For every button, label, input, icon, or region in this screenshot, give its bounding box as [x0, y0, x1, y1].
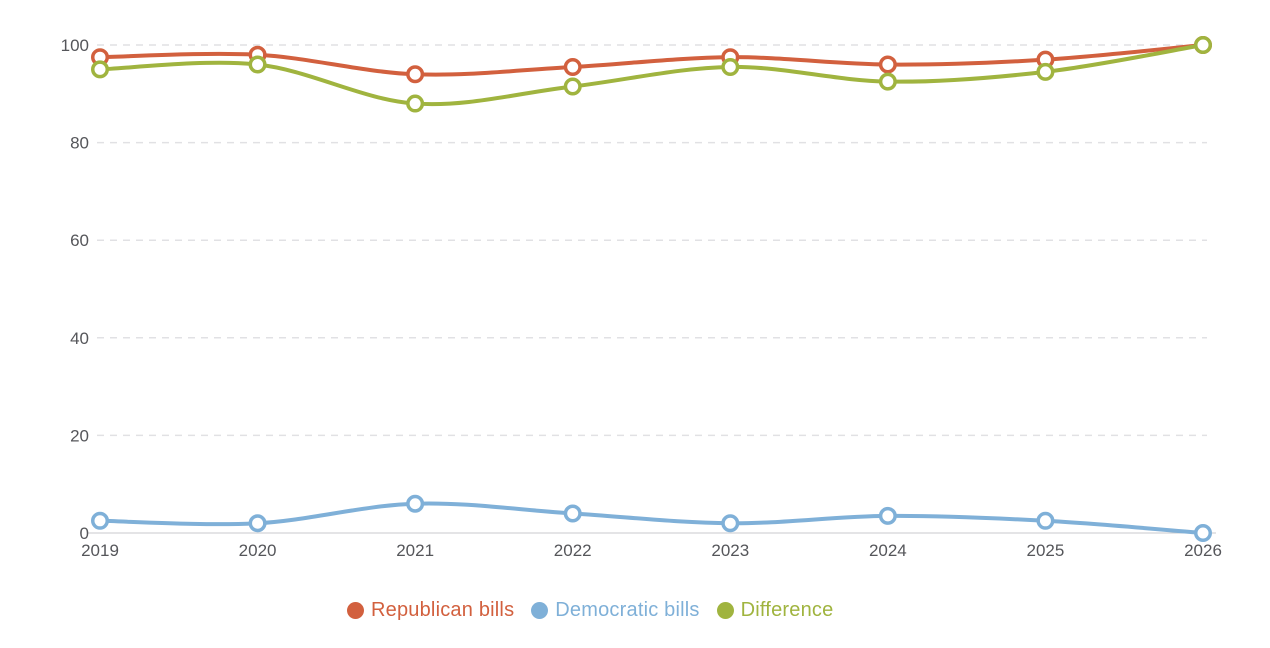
legend-dot-difference-icon — [716, 601, 734, 619]
y-tick-label-20: 20 — [70, 426, 89, 445]
data-point-democratic-bills-2026[interactable] — [1194, 524, 1212, 542]
line-chart-canvas: 0 20 40 60 80 100 2019 2020 2021 2022 2023 2024 2025… — [61, 36, 1222, 560]
legend-item-difference[interactable]: Difference — [716, 599, 834, 621]
data-point-difference-2020[interactable] — [248, 55, 267, 74]
series-line-democratic-bills — [98, 501, 1205, 535]
data-point-difference-2019[interactable] — [91, 60, 109, 79]
data-point-democratic-bills-2024[interactable] — [878, 506, 897, 525]
y-tick-label-80: 80 — [70, 134, 89, 153]
data-point-difference-2025[interactable] — [1036, 62, 1055, 81]
data-point-republican-bills-2021[interactable] — [406, 65, 425, 84]
legend-dot-democratic-bills-icon — [531, 601, 549, 619]
x-tick-label-2024: 2024 — [869, 541, 907, 560]
y-tick-label-40: 40 — [70, 329, 89, 348]
data-point-democratic-bills-2022[interactable] — [563, 504, 582, 523]
chart-legend: Republican bills Democratic bills Differ… — [347, 600, 833, 620]
series-line-republican-bills — [98, 43, 1205, 77]
data-point-difference-2026[interactable] — [1194, 36, 1212, 54]
x-tick-label-2025: 2025 — [1027, 541, 1065, 560]
x-tick-label-2021: 2021 — [396, 541, 434, 560]
x-tick-label-2020: 2020 — [239, 541, 277, 560]
data-point-democratic-bills-2021[interactable] — [406, 494, 425, 513]
data-point-democratic-bills-2020[interactable] — [248, 514, 267, 533]
data-point-republican-bills-2022[interactable] — [563, 57, 582, 76]
y-tick-label-0: 0 — [80, 524, 89, 543]
data-point-democratic-bills-2019[interactable] — [91, 511, 109, 530]
legend-label-republican-bills: Republican bills — [371, 599, 515, 621]
x-tick-label-2022: 2022 — [554, 541, 592, 560]
x-tick-label-2019: 2019 — [81, 541, 119, 560]
legend-dot-republican-bills-icon — [347, 601, 364, 619]
legend-item-republican-bills[interactable]: Republican bills — [347, 600, 514, 620]
legend-label-difference: Difference — [740, 599, 834, 621]
data-point-difference-2021[interactable] — [406, 94, 425, 113]
legend-item-democratic-bills[interactable]: Democratic bills — [531, 600, 699, 620]
x-tick-label-2023: 2023 — [711, 541, 749, 560]
y-tick-label-100: 100 — [61, 36, 89, 55]
legend-label-democratic-bills: Democratic bills — [555, 599, 700, 621]
data-point-difference-2024[interactable] — [878, 72, 897, 91]
data-point-republican-bills-2024[interactable] — [878, 55, 897, 74]
data-point-difference-2022[interactable] — [563, 77, 582, 96]
data-point-democratic-bills-2025[interactable] — [1036, 511, 1055, 530]
series-line-difference — [98, 43, 1205, 107]
data-point-difference-2023[interactable] — [721, 57, 740, 76]
x-tick-label-2026: 2026 — [1184, 541, 1222, 560]
y-tick-label-60: 60 — [70, 231, 89, 250]
data-point-democratic-bills-2023[interactable] — [721, 514, 740, 533]
